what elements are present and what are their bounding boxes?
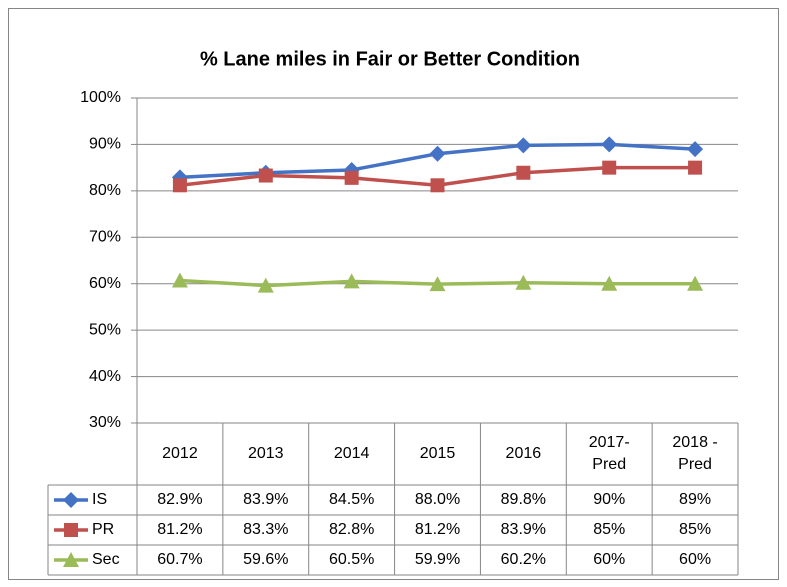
x-tick-label: 2012 — [137, 423, 223, 485]
data-label: 84.5% — [329, 491, 374, 508]
x-tick-text: 2014 — [333, 445, 370, 462]
marker — [258, 168, 273, 183]
marker — [63, 492, 79, 508]
marker — [602, 160, 617, 175]
y-tick-label: 90% — [89, 136, 121, 153]
data-label: 83.9% — [501, 521, 546, 538]
x-tick-label: 2013 — [223, 423, 309, 485]
x-tick-label: 2018 - Pred — [652, 423, 738, 485]
data-label: 89.8% — [501, 491, 546, 508]
chart-title: % Lane miles in Fair or Better Condition — [200, 48, 580, 70]
legend-label: IS — [92, 491, 107, 508]
x-tick-text: 2015 — [419, 445, 456, 462]
legend-label: PR — [92, 521, 114, 538]
data-label: 82.9% — [157, 491, 202, 508]
data-label: 59.9% — [415, 551, 460, 568]
y-tick-label: 40% — [89, 368, 121, 385]
x-tick-text: 2017- Pred — [588, 434, 630, 473]
x-tick-text: 2016 — [505, 445, 542, 462]
data-label: 81.2% — [157, 521, 202, 538]
marker — [516, 165, 531, 180]
data-label: 90% — [593, 491, 625, 508]
marker — [171, 272, 188, 288]
x-tick-text: 2018 - Pred — [672, 434, 718, 473]
marker — [688, 160, 703, 175]
marker — [687, 141, 704, 158]
marker — [429, 276, 446, 292]
x-tick-text: 2012 — [162, 445, 198, 462]
data-label: 81.2% — [415, 521, 460, 538]
marker — [63, 552, 79, 567]
y-tick-label: 80% — [89, 182, 121, 199]
marker — [601, 136, 618, 153]
x-tick-label: 2016 — [480, 423, 566, 485]
data-label: 89% — [679, 491, 711, 508]
chart-border — [8, 8, 779, 580]
data-label: 83.9% — [243, 491, 288, 508]
y-tick-label: 100% — [80, 89, 121, 106]
data-label: 82.8% — [329, 521, 374, 538]
data-label: 85% — [679, 521, 711, 538]
y-tick-label: 70% — [89, 229, 121, 246]
marker — [687, 275, 704, 291]
data-label: 60.5% — [329, 551, 374, 568]
y-tick-label: 60% — [89, 275, 121, 292]
x-tick-label: 2017- Pred — [566, 423, 652, 485]
marker — [64, 523, 78, 537]
x-tick-label: 2015 — [395, 423, 481, 485]
marker — [429, 145, 446, 162]
data-label: 60% — [593, 551, 625, 568]
x-tick-text: 2013 — [247, 445, 284, 462]
data-label: 60% — [679, 551, 711, 568]
marker — [257, 277, 274, 293]
marker — [344, 170, 359, 185]
marker — [601, 275, 618, 291]
data-label: 60.2% — [501, 551, 546, 568]
data-label: 59.6% — [243, 551, 288, 568]
y-tick-label: 30% — [89, 414, 121, 431]
marker — [172, 178, 187, 193]
data-label: 60.7% — [157, 551, 202, 568]
x-tick-label: 2014 — [309, 423, 395, 485]
marker — [343, 273, 360, 289]
data-label: 88.0% — [415, 491, 460, 508]
legend-label: Sec — [92, 551, 120, 568]
y-tick-label: 50% — [89, 321, 121, 338]
marker — [515, 137, 532, 154]
data-label: 85% — [593, 521, 625, 538]
marker — [430, 178, 445, 193]
data-label: 83.3% — [243, 521, 288, 538]
marker — [515, 274, 532, 290]
